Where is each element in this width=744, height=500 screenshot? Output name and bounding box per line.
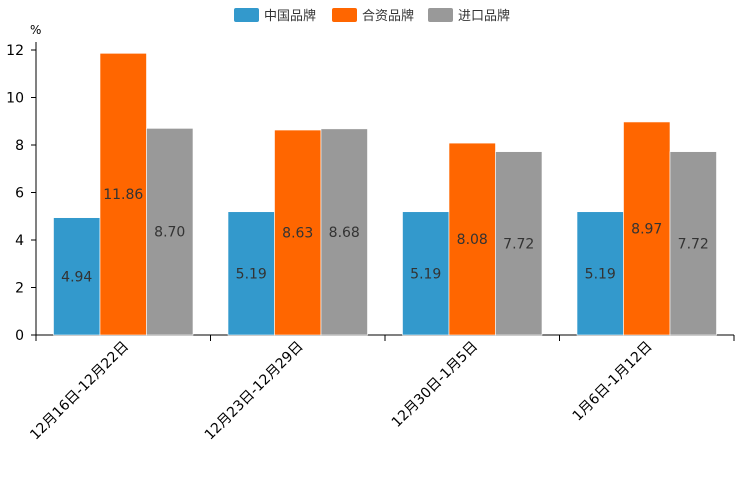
bar-1-3 xyxy=(402,211,450,336)
data-label: 4.94 xyxy=(61,269,92,285)
data-label: 8.97 xyxy=(631,221,662,237)
data-label: 7.72 xyxy=(678,236,709,252)
data-label: 8.70 xyxy=(154,225,185,241)
data-label: 5.19 xyxy=(585,266,616,282)
data-label: 8.68 xyxy=(329,225,360,241)
legend-swatch-2 xyxy=(332,8,357,22)
x-category-label: 12月23日-12月29日 xyxy=(202,339,307,444)
x-category-label: 1月6日-1月12日 xyxy=(570,339,656,425)
y-tick-label: 8 xyxy=(15,138,24,154)
legend-swatch-1 xyxy=(234,8,259,22)
data-label: 8.08 xyxy=(457,232,488,248)
data-label: 11.86 xyxy=(103,187,143,203)
bar-3-2 xyxy=(320,128,368,336)
data-label: 7.72 xyxy=(503,236,534,252)
bar-3-1 xyxy=(146,128,194,336)
bar-2-3 xyxy=(448,142,496,336)
data-labels: 4.94 11.86 8.70 5.19 8.63 8.68 5.19 8.08 7.72 5.1… xyxy=(61,187,709,285)
bar-1-2 xyxy=(227,211,275,336)
x-category-label: 12月16日-12月22日 xyxy=(27,339,132,444)
bar-2-4 xyxy=(623,121,671,336)
y-tick-label: 4 xyxy=(15,233,24,249)
bar-3-4 xyxy=(669,151,717,336)
bar-2-1 xyxy=(99,53,147,336)
legend-label-3: 进口品牌 xyxy=(458,8,510,24)
y-tick-label: 10 xyxy=(6,91,24,107)
bar-1-4 xyxy=(576,211,624,336)
x-axis-category-labels: 12月16日-12月22日 12月23日-12月29日 12月30日-1月5日 1月6… xyxy=(27,339,655,444)
bars xyxy=(53,53,717,336)
y-tick-label: 2 xyxy=(15,281,24,297)
y-axis-unit-label: % xyxy=(30,23,41,37)
y-tick-label: 12 xyxy=(6,43,24,59)
bar-2-2 xyxy=(274,129,322,336)
y-tick-label: 0 xyxy=(15,328,24,344)
legend-swatch-3 xyxy=(428,8,453,22)
data-label: 5.19 xyxy=(236,266,267,282)
y-tick-label: 6 xyxy=(15,186,24,202)
legend: 中国品牌 合资品牌 进口品牌 xyxy=(234,8,510,24)
bar-1-1 xyxy=(53,217,101,336)
data-label: 5.19 xyxy=(410,266,441,282)
legend-label-1: 中国品牌 xyxy=(264,8,316,24)
bar-3-3 xyxy=(495,151,543,336)
x-category-label: 12月30日-1月5日 xyxy=(389,339,481,431)
legend-label-2: 合资品牌 xyxy=(362,8,414,24)
data-label: 8.63 xyxy=(282,226,313,242)
